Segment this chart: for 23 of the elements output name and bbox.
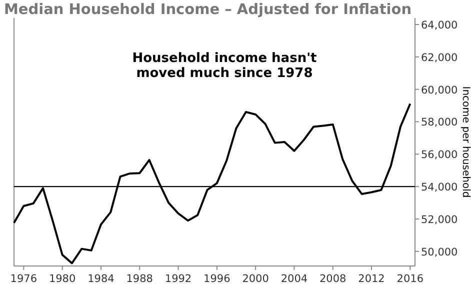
y-tick-label: 60,000 (421, 84, 458, 96)
x-tick-label: 1980 (48, 273, 76, 285)
x-tick-label: 1992 (164, 273, 192, 285)
line-series (13, 102, 412, 264)
y-tick-label: 58,000 (421, 116, 458, 129)
x-tick-label: 1984 (88, 273, 115, 285)
y-axis-title: Income per household (460, 86, 471, 198)
y-tick-label: 62,000 (421, 52, 458, 64)
y-tick-label: 54,000 (421, 182, 458, 194)
x-tick-label: 2008 (320, 273, 346, 285)
annotation: Household income hasn't moved much since 1978 (132, 51, 317, 81)
x-tick-label: 1996 (204, 273, 231, 285)
y-tick-label: 52,000 (421, 214, 458, 226)
x-tick-label: 2000 (242, 273, 269, 285)
x-tick-label: 2012 (358, 273, 385, 285)
x-tick-label: 2004 (280, 273, 308, 285)
y-tick-label: 56,000 (421, 149, 458, 162)
x-tick-label: 1976 (10, 273, 38, 285)
y-tick-label: 64,000 (421, 19, 458, 32)
chart-title: Median Household Income – Adjusted for Inflation (4, 2, 412, 18)
x-tick-label: 1988 (126, 273, 153, 285)
y-tick-label: 50,000 (421, 246, 458, 258)
x-tick-label: 2016 (396, 273, 424, 285)
